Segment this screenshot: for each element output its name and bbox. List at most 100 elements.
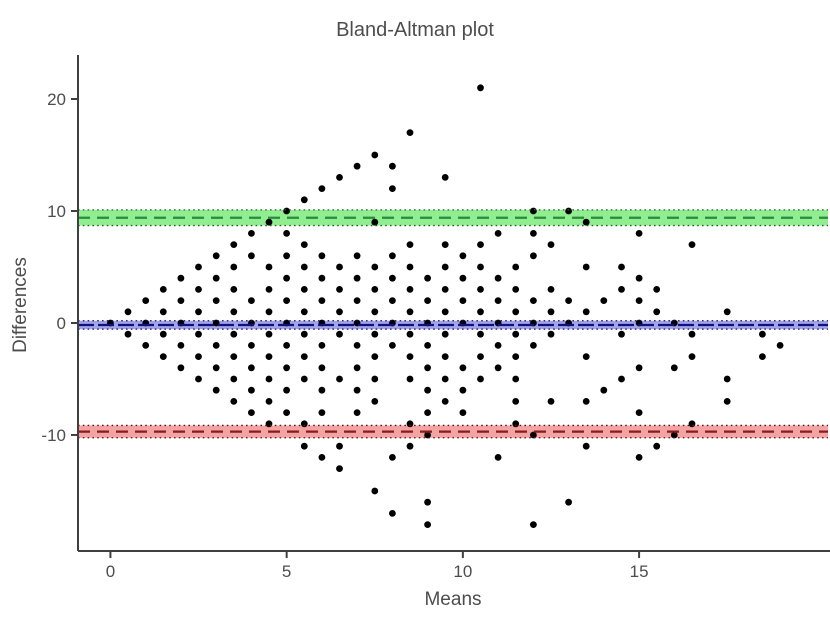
data-point [530,230,537,237]
data-point [159,353,167,360]
data-point [512,308,520,316]
data-point [265,308,273,316]
data-point [688,353,696,360]
data-point [441,174,449,181]
data-point [477,375,484,383]
data-point [406,442,414,450]
data-point [230,375,238,383]
data-point [512,375,520,383]
data-point [265,286,273,293]
data-point [635,364,643,372]
data-point [389,297,396,304]
data-point [424,409,431,416]
data-point [336,263,343,271]
y-tick-label: 10 [47,202,66,221]
x-tick-label: 0 [106,562,115,581]
data-point [177,364,185,372]
data-point [248,386,255,394]
data-point [424,431,431,439]
data-point [582,263,590,271]
data-point [300,420,308,428]
data-point [212,386,220,394]
data-point [459,364,467,372]
data-point [406,286,414,293]
data-point [248,364,255,372]
data-point [723,375,731,383]
data-point [635,297,643,304]
data-point [459,297,467,304]
lower-limit-of-agreement-band [78,425,828,438]
y-tick-label: 0 [57,314,66,333]
data-point [530,342,537,349]
data-point [195,330,202,338]
data-point [371,286,379,293]
data-point [424,386,431,394]
data-point [406,263,414,271]
data-point [159,308,167,316]
data-point [371,375,379,383]
data-point [582,398,590,405]
data-point [582,442,590,450]
data-point [300,442,308,450]
data-point [212,342,220,349]
data-point [336,442,343,450]
data-point [477,330,484,338]
data-point [723,398,731,405]
data-point [300,263,308,271]
data-point [318,454,326,461]
data-point [389,274,396,282]
data-point [530,252,537,260]
data-point [441,308,449,316]
data-point [195,375,202,383]
data-point [318,185,326,193]
data-point [547,241,555,249]
data-point [582,353,590,360]
data-point [230,353,238,360]
data-point [336,330,343,338]
data-point [547,286,555,293]
data-point [512,398,520,405]
data-point [124,330,132,338]
data-point [530,207,537,215]
data-point [177,297,185,304]
data-point [212,274,220,282]
x-tick-label: 5 [282,562,291,581]
data-point [582,218,590,226]
data-point [177,342,185,349]
data-point [142,297,150,304]
data-point [406,375,414,383]
data-point [159,330,167,338]
data-point [441,241,449,249]
data-point [283,297,290,304]
data-point [565,207,572,215]
data-point [459,252,467,260]
data-point [230,241,238,249]
scatter-points [107,84,784,528]
chart-title: Bland-Altman plot [336,19,494,41]
data-point [494,342,502,349]
data-point [212,364,220,372]
data-point [177,274,185,282]
data-point [406,308,414,316]
data-point [353,342,361,349]
data-point [371,218,379,226]
data-point [653,442,661,450]
data-point [406,353,414,360]
data-point [212,252,220,260]
data-point [283,207,290,215]
data-point [618,330,625,338]
data-point [195,286,202,293]
data-point [565,297,572,304]
data-point [230,330,238,338]
x-axis-label: Means [424,589,482,610]
data-point [512,286,520,293]
data-point [565,498,572,506]
data-point [424,342,431,349]
data-point [494,364,502,372]
data-point [477,308,484,316]
data-point [371,398,379,405]
data-point [530,431,537,439]
data-point [371,151,379,159]
data-point [530,521,537,528]
data-point [265,375,273,383]
